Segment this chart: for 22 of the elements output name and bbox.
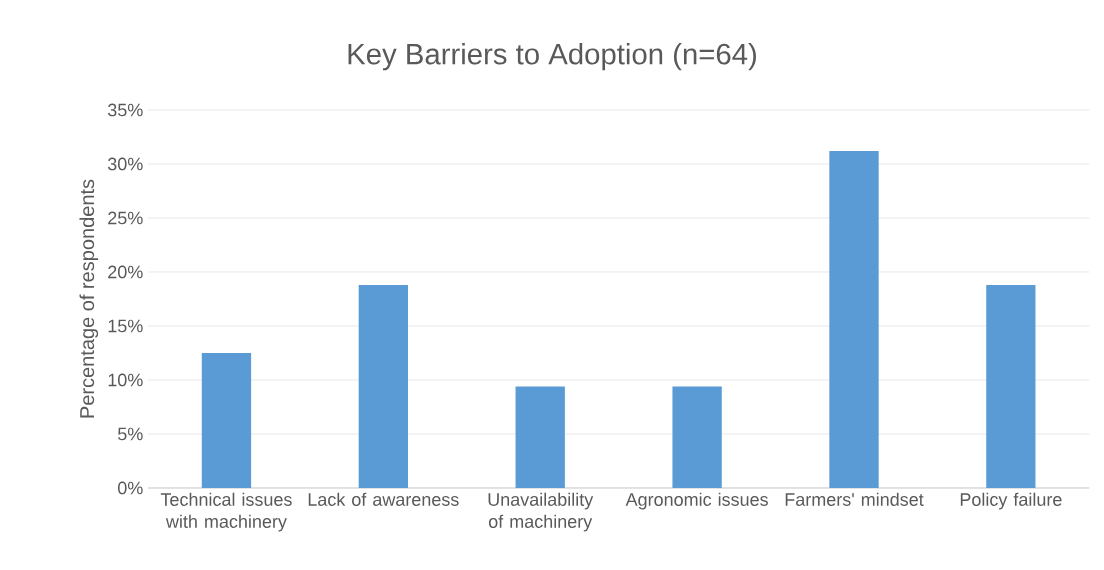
x-tick-label: Unavailability of machinery: [488, 492, 594, 532]
bar: [515, 386, 565, 488]
chart-title: Key Barriers to Adoption (n=64): [348, 42, 756, 71]
y-tick-label: 20%: [108, 265, 143, 279]
bar: [672, 386, 722, 488]
bar: [829, 151, 879, 488]
y-tick-label: 30%: [107, 157, 143, 171]
bar: [986, 284, 1036, 488]
x-tick-label: Technical issues with machinery: [160, 492, 292, 532]
y-axis-title: Percentage of respondents: [79, 179, 99, 418]
bar: [201, 352, 252, 488]
y-tick-label: 0%: [117, 481, 143, 495]
x-tick-label: Lack of awareness: [308, 492, 459, 506]
x-tick-label: Agronomic issues: [625, 492, 768, 510]
x-tick-label: Farmers' mindset: [785, 492, 924, 506]
y-tick-label: 5%: [117, 427, 143, 441]
x-tick-label: Policy failure: [960, 492, 1062, 510]
bar: [358, 284, 408, 488]
y-tick-label: 25%: [108, 211, 143, 225]
y-tick-label: 10%: [108, 373, 143, 387]
y-tick-label: 35%: [107, 103, 143, 117]
y-tick-label: 15%: [108, 319, 143, 333]
